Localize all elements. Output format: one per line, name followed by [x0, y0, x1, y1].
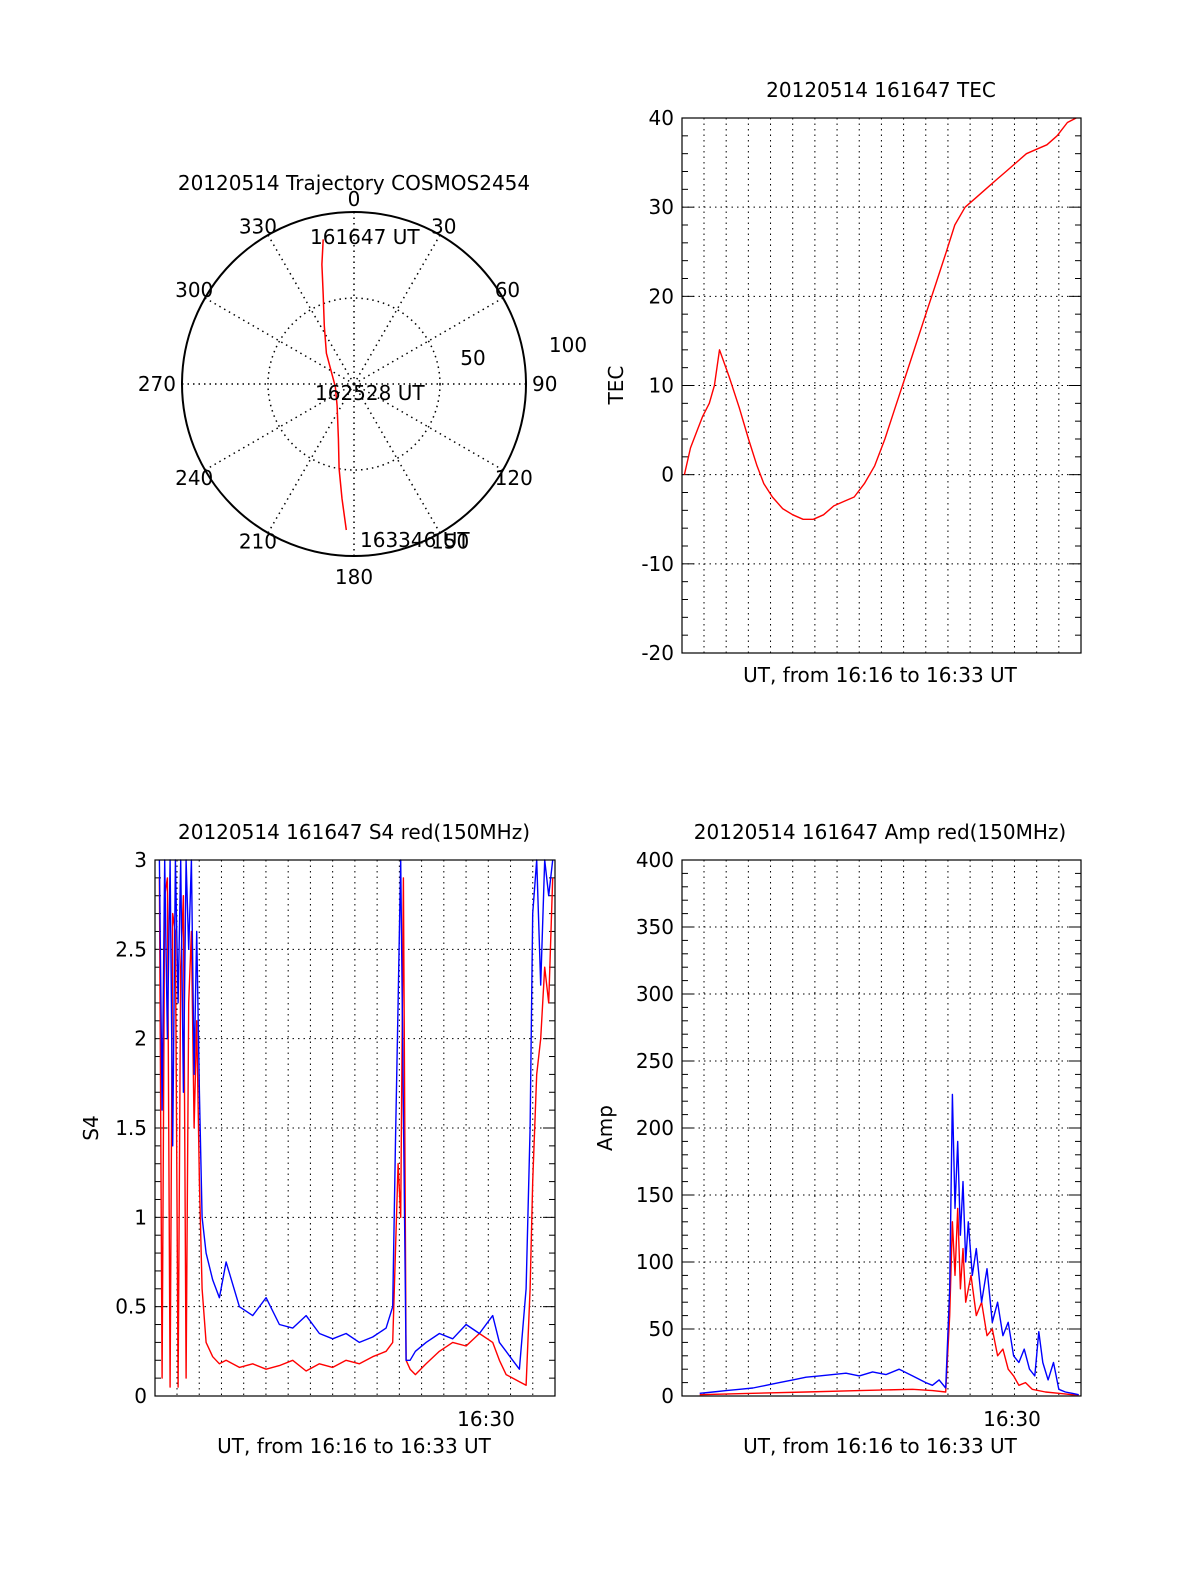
tec-ytick-label: 10	[649, 374, 674, 398]
s4-title: 20120514 161647 S4 red(150MHz)	[178, 820, 530, 844]
amp-ytick-label: 200	[636, 1116, 674, 1140]
s4-ytick-label: 3	[134, 848, 147, 872]
s4-ytick-label: 0	[134, 1384, 147, 1408]
s4-axes-frame	[154, 859, 556, 1397]
tec-ytick-label: 30	[649, 195, 674, 219]
tec-ylabel: TEC	[604, 366, 628, 406]
tec-xlabel: UT, from 16:16 to 16:33 UT	[743, 663, 1018, 687]
polar-title: 20120514 Trajectory COSMOS2454	[178, 171, 530, 195]
amp-panel: 20120514 161647 Amp red(150MHz) Amp UT, …	[593, 820, 1082, 1458]
s4-ytick-label: 1	[134, 1205, 147, 1229]
polar-spoke-150	[353, 383, 441, 534]
s4-panel: 20120514 161647 S4 red(150MHz) S4 UT, fr…	[79, 820, 556, 1458]
amp-xtick-label: 16:30	[983, 1407, 1041, 1431]
polar-grid	[182, 212, 526, 556]
polar-spoke-210	[267, 383, 355, 534]
tec-ytick-label: 40	[649, 106, 674, 130]
amp-ylabel: Amp	[593, 1105, 617, 1151]
s4-xlabel: UT, from 16:16 to 16:33 UT	[217, 1434, 492, 1458]
amp-ytick-label: 150	[636, 1183, 674, 1207]
polar-angle-label-60: 60	[495, 278, 520, 302]
polar-spoke-120	[353, 383, 504, 471]
polar-angle-label-0: 0	[348, 187, 361, 211]
s4-series-line-1	[158, 859, 554, 1370]
polar-angle-label-240: 240	[175, 466, 213, 490]
s4-ytick-label: 2	[134, 1027, 147, 1051]
amp-series-line-0	[699, 1207, 1079, 1396]
polar-angle-label-330: 330	[239, 214, 277, 238]
polar-angle-labels: 0 30 60 90 120 150 180 210 240 270 300 330	[138, 187, 558, 589]
polar-panel: 20120514 Trajectory COSMOS2454 0 30 60 90 12…	[138, 171, 587, 589]
polar-angle-label-210: 210	[239, 530, 277, 554]
polar-spoke-330	[267, 234, 355, 385]
amp-ytick-label: 100	[636, 1250, 674, 1274]
s4-ytick-label: 1.5	[115, 1116, 147, 1140]
amp-ytick-label: 250	[636, 1049, 674, 1073]
tec-ytick-label: -10	[641, 552, 674, 576]
polar-annotation-end: 163346 UT	[360, 528, 470, 552]
tec-ytick-label: -20	[641, 641, 674, 665]
amp-ytick-label: 350	[636, 915, 674, 939]
polar-spoke-300	[204, 297, 355, 385]
polar-radial-label-50: 50	[460, 346, 485, 370]
polar-angle-label-180: 180	[335, 565, 373, 589]
tec-ytick-label: 0	[661, 463, 674, 487]
tec-ytick-label: 20	[649, 284, 674, 308]
polar-angle-label-120: 120	[495, 466, 533, 490]
polar-trajectory-line-0	[321, 239, 348, 531]
polar-annotation-mid: 162528 UT	[315, 381, 425, 405]
amp-series-line-1	[699, 1093, 1079, 1396]
tec-panel: 20120514 161647 TEC TEC UT, from 16:16 t…	[604, 78, 1082, 687]
polar-angle-label-90: 90	[532, 372, 557, 396]
polar-spoke-240	[204, 383, 355, 471]
amp-title: 20120514 161647 Amp red(150MHz)	[694, 820, 1066, 844]
amp-ytick-label: 400	[636, 848, 674, 872]
polar-annotation-start: 161647 UT	[310, 225, 420, 249]
polar-angle-label-150: 150	[431, 530, 469, 554]
s4-series-line-0	[158, 877, 554, 1388]
s4-xtick-label: 16:30	[457, 1407, 515, 1431]
amp-axes-frame	[681, 859, 1082, 1397]
polar-outer-circle	[181, 211, 527, 557]
polar-trajectory	[321, 239, 348, 531]
amp-ytick-label: 300	[636, 982, 674, 1006]
polar-angle-label-30: 30	[431, 214, 456, 238]
polar-angle-label-270: 270	[138, 372, 176, 396]
amp-xlabel: UT, from 16:16 to 16:33 UT	[743, 1434, 1018, 1458]
s4-ytick-label: 2.5	[115, 937, 147, 961]
polar-spoke-60	[353, 297, 504, 385]
polar-spoke-30	[353, 234, 441, 385]
tec-axes-frame	[681, 117, 1082, 654]
polar-radial-label-100: 100	[549, 333, 587, 357]
tec-series-line-0	[683, 117, 1077, 520]
polar-ring-50	[267, 297, 441, 471]
polar-angle-label-300: 300	[175, 278, 213, 302]
amp-ytick-label: 0	[661, 1384, 674, 1408]
s4-ytick-label: 0.5	[115, 1295, 147, 1319]
s4-ylabel: S4	[79, 1115, 103, 1140]
tec-title: 20120514 161647 TEC	[766, 78, 996, 102]
amp-ytick-label: 50	[649, 1317, 674, 1341]
